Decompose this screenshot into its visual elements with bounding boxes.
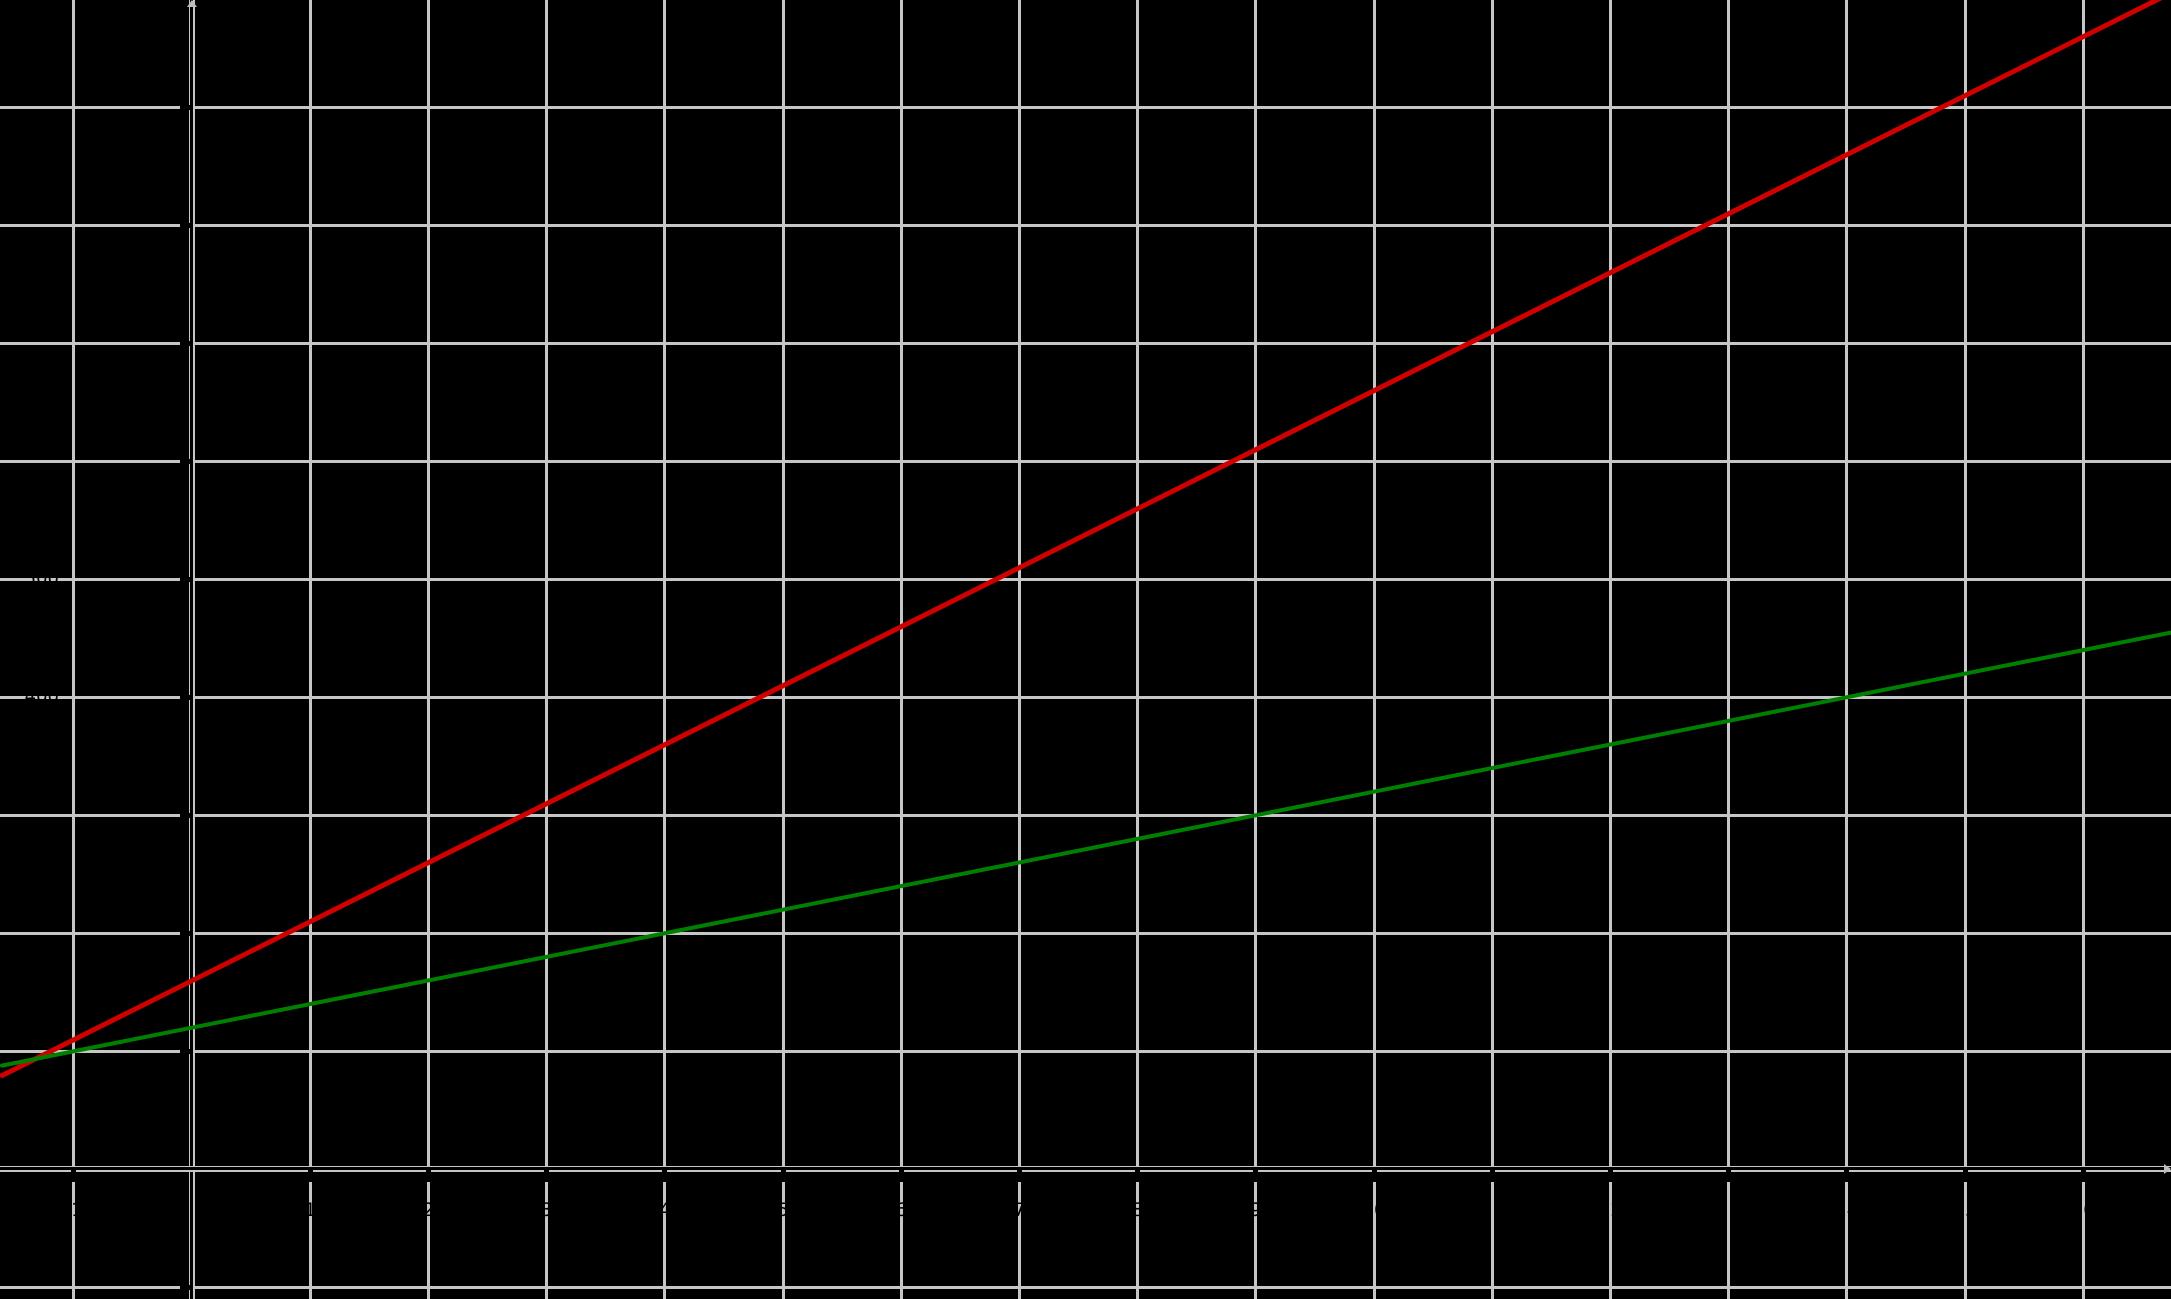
gridline-vertical <box>1727 0 1731 1299</box>
gridline-vertical <box>1254 0 1258 1299</box>
gridline-vertical <box>1963 0 1967 1299</box>
gridline-horizontal <box>0 1285 2171 1289</box>
y-axis-tick <box>180 1048 192 1054</box>
x-tick-label: 11 <box>1480 1199 1505 1221</box>
gridline-horizontal <box>0 223 2171 227</box>
y-axis-arrow-icon <box>187 0 197 7</box>
y-axis-tick <box>180 458 192 464</box>
x-tick-label: 12 <box>1598 1199 1623 1221</box>
y-axis-tick <box>180 694 192 700</box>
x-tick-label: 4 <box>658 1199 671 1221</box>
x-axis-tick <box>1844 1169 1850 1182</box>
gridline-horizontal <box>0 1049 2171 1053</box>
gridline-vertical <box>308 0 312 1299</box>
x-axis-tick <box>662 1169 668 1182</box>
gridline-vertical <box>899 0 903 1299</box>
x-axis-tick <box>1135 1169 1141 1182</box>
y-axis-tick <box>180 930 192 936</box>
gridline-vertical <box>1136 0 1140 1299</box>
green-line[interactable] <box>0 628 2171 1068</box>
x-axis-tick <box>1253 1169 1259 1182</box>
x-axis-tick <box>425 1169 431 1182</box>
red-line[interactable] <box>0 0 2171 1079</box>
gridline-vertical <box>1372 0 1376 1299</box>
x-axis-tick <box>1371 1169 1377 1182</box>
x-axis-tick <box>1489 1169 1495 1182</box>
gridline-vertical <box>545 0 549 1299</box>
gridline-horizontal <box>0 1167 2171 1171</box>
x-axis-tick <box>71 1169 77 1182</box>
y-axis-tick <box>180 1284 192 1290</box>
gridline-horizontal <box>0 105 2171 109</box>
gridline-vertical <box>190 0 194 1299</box>
gridline-vertical <box>426 0 430 1299</box>
gridline-vertical <box>663 0 667 1299</box>
y-tick-label: 400 <box>24 686 59 707</box>
gridline-vertical <box>1490 0 1494 1299</box>
gridline-vertical <box>72 0 76 1299</box>
y-axis-tick <box>180 340 192 346</box>
x-tick-label: 5 <box>776 1199 790 1221</box>
gridline-horizontal <box>0 341 2171 345</box>
gridline-vertical <box>1845 0 1849 1299</box>
x-tick-label: 3 <box>540 1199 553 1221</box>
y-axis-tick <box>180 576 192 582</box>
gridline-vertical <box>1608 0 1612 1299</box>
x-axis-tick <box>307 1169 313 1182</box>
x-tick-label: 15 <box>1952 1199 1978 1221</box>
y-tick-label: 500 <box>24 568 59 589</box>
y-axis-tick <box>180 222 192 228</box>
x-tick-label: 1 <box>304 1199 317 1221</box>
x-axis-tick <box>898 1169 904 1182</box>
x-tick-label: 9 <box>1249 1199 1262 1221</box>
x-axis-tick <box>544 1169 550 1182</box>
gridline-vertical <box>781 0 785 1299</box>
x-axis-tick <box>1962 1169 1968 1182</box>
gridline-horizontal <box>0 931 2171 935</box>
x-tick-label: 2 <box>422 1199 435 1221</box>
x-tick-label: 10 <box>1361 1199 1387 1221</box>
x-tick-label: 7 <box>1013 1199 1026 1221</box>
gridline-horizontal <box>0 577 2171 581</box>
gridline-vertical <box>1017 0 1021 1299</box>
x-axis-tick <box>2080 1169 2086 1182</box>
x-axis-arrow-icon <box>2164 1164 2171 1174</box>
y-axis-tick <box>180 104 192 110</box>
y-axis-tick <box>180 812 192 818</box>
x-tick-label: 13 <box>1716 1199 1741 1221</box>
x-axis <box>0 1166 2171 1172</box>
x-axis-tick <box>1726 1169 1732 1182</box>
x-axis-tick <box>1607 1169 1613 1182</box>
gridline-horizontal <box>0 459 2171 463</box>
x-axis-tick <box>780 1169 786 1182</box>
x-tick-label: 6 <box>895 1199 908 1221</box>
x-tick-label: -1 <box>64 1199 84 1221</box>
y-axis <box>189 0 195 1299</box>
x-tick-label: 8 <box>1131 1199 1144 1221</box>
x-tick-label: 16 <box>2071 1199 2096 1221</box>
x-tick-label: 14 <box>1834 1199 1859 1221</box>
x-axis-tick <box>1016 1169 1022 1182</box>
gridline-horizontal <box>0 813 2171 817</box>
